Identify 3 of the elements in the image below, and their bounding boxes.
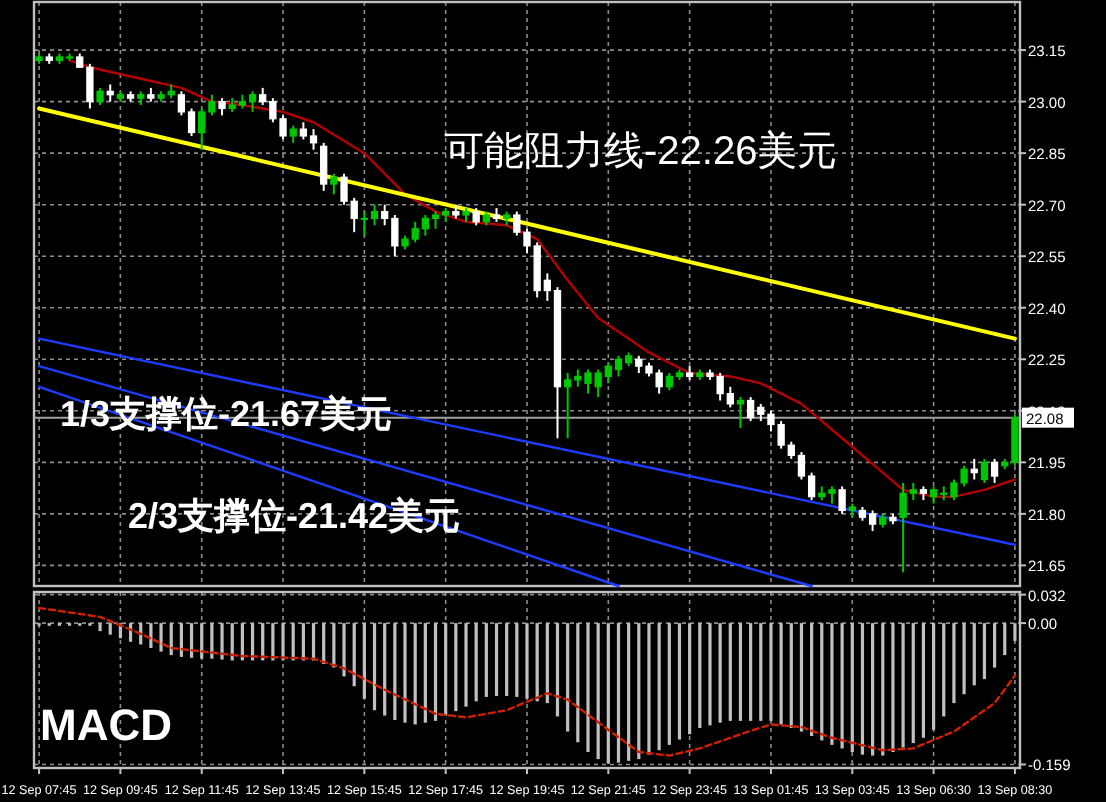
annotation: MACD	[40, 700, 172, 750]
line-series	[37, 606, 1017, 757]
annotation: 可能阻力线-22.26美元	[444, 128, 838, 174]
